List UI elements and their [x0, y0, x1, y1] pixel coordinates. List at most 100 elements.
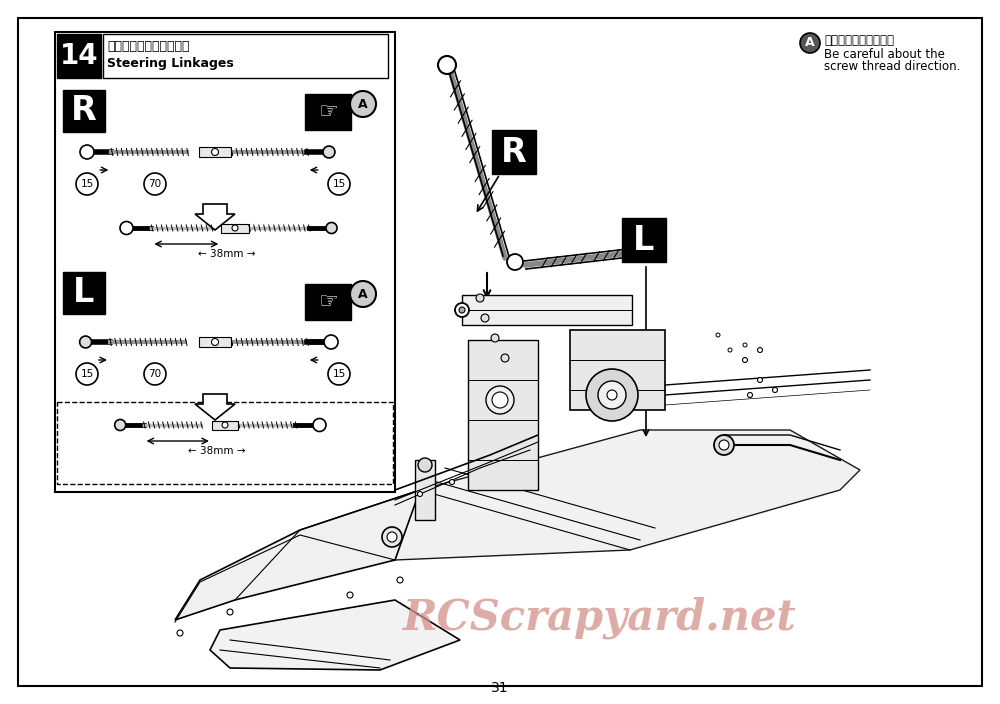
- Bar: [468, 340, 538, 490]
- Text: A: A: [358, 287, 368, 301]
- Circle shape: [326, 222, 337, 234]
- Text: 15: 15: [332, 369, 346, 379]
- Text: 15: 15: [80, 369, 94, 379]
- Text: ← 38mm →: ← 38mm →: [198, 249, 256, 259]
- Circle shape: [743, 343, 747, 347]
- Text: R: R: [71, 94, 97, 127]
- Text: ステアリングリンケージ: ステアリングリンケージ: [107, 39, 190, 53]
- Circle shape: [450, 479, 454, 484]
- Circle shape: [501, 354, 509, 362]
- Circle shape: [716, 333, 720, 337]
- Circle shape: [455, 303, 469, 317]
- Polygon shape: [195, 394, 235, 420]
- Circle shape: [76, 363, 98, 385]
- Text: ☞: ☞: [318, 102, 338, 122]
- Circle shape: [586, 369, 638, 421]
- Bar: [103, 34, 388, 78]
- Circle shape: [459, 307, 465, 313]
- Circle shape: [350, 91, 376, 117]
- Circle shape: [758, 377, 763, 382]
- Text: L: L: [633, 223, 655, 256]
- Circle shape: [144, 363, 166, 385]
- Text: screw thread direction.: screw thread direction.: [824, 61, 960, 73]
- Text: ネジ山の向きに注意。: ネジ山の向きに注意。: [824, 34, 894, 46]
- Circle shape: [772, 387, 778, 393]
- Text: A: A: [358, 97, 368, 111]
- Circle shape: [232, 225, 238, 231]
- Bar: [492, 130, 536, 174]
- Circle shape: [607, 390, 617, 400]
- Bar: [199, 337, 231, 347]
- Text: 15: 15: [80, 179, 94, 189]
- Circle shape: [758, 348, 763, 353]
- Circle shape: [742, 358, 748, 363]
- Bar: [415, 460, 435, 520]
- Text: L: L: [73, 277, 95, 310]
- Text: 31: 31: [491, 681, 509, 695]
- Text: R: R: [501, 135, 527, 168]
- Circle shape: [418, 458, 432, 472]
- Circle shape: [144, 173, 166, 195]
- Bar: [305, 284, 351, 320]
- Circle shape: [212, 149, 218, 156]
- Circle shape: [438, 56, 456, 74]
- Text: ☞: ☞: [318, 292, 338, 312]
- Circle shape: [714, 435, 734, 455]
- Polygon shape: [210, 600, 460, 670]
- Bar: [570, 330, 665, 410]
- Circle shape: [652, 243, 666, 257]
- Circle shape: [491, 334, 499, 342]
- Bar: [55, 32, 395, 492]
- Circle shape: [382, 527, 402, 547]
- Bar: [221, 223, 249, 232]
- Text: 70: 70: [148, 179, 162, 189]
- Circle shape: [719, 440, 729, 450]
- Bar: [57, 402, 393, 484]
- Circle shape: [350, 281, 376, 307]
- Text: RCScrapyard.net: RCScrapyard.net: [403, 597, 797, 639]
- Text: 15: 15: [332, 179, 346, 189]
- Text: Steering Linkages: Steering Linkages: [107, 58, 234, 70]
- Circle shape: [397, 577, 403, 583]
- Polygon shape: [175, 490, 420, 620]
- Polygon shape: [195, 204, 235, 230]
- Circle shape: [313, 418, 326, 432]
- Bar: [622, 218, 666, 262]
- Circle shape: [328, 363, 350, 385]
- Circle shape: [481, 314, 489, 322]
- Circle shape: [598, 381, 626, 409]
- Circle shape: [800, 33, 820, 53]
- Circle shape: [80, 336, 92, 348]
- Circle shape: [120, 222, 133, 234]
- Circle shape: [486, 386, 514, 414]
- Circle shape: [115, 420, 126, 431]
- Circle shape: [324, 335, 338, 349]
- Text: Be careful about the: Be careful about the: [824, 47, 945, 61]
- Bar: [63, 272, 105, 314]
- Circle shape: [507, 254, 523, 270]
- Circle shape: [323, 146, 335, 158]
- Circle shape: [177, 630, 183, 636]
- Circle shape: [347, 592, 353, 598]
- Circle shape: [212, 339, 218, 346]
- Circle shape: [418, 491, 422, 496]
- Bar: [199, 147, 231, 157]
- Bar: [212, 420, 238, 429]
- Circle shape: [222, 422, 228, 428]
- Bar: [305, 94, 351, 130]
- Circle shape: [328, 173, 350, 195]
- Text: 70: 70: [148, 369, 162, 379]
- Circle shape: [748, 393, 753, 398]
- Polygon shape: [395, 430, 860, 560]
- Bar: [63, 90, 105, 132]
- Text: A: A: [805, 37, 815, 49]
- Text: 14: 14: [60, 42, 98, 70]
- Circle shape: [492, 392, 508, 408]
- Circle shape: [76, 173, 98, 195]
- Text: ← 38mm →: ← 38mm →: [188, 446, 246, 456]
- Bar: [57, 34, 101, 78]
- Circle shape: [728, 348, 732, 352]
- Bar: [462, 295, 632, 325]
- Circle shape: [80, 145, 94, 159]
- Circle shape: [227, 609, 233, 615]
